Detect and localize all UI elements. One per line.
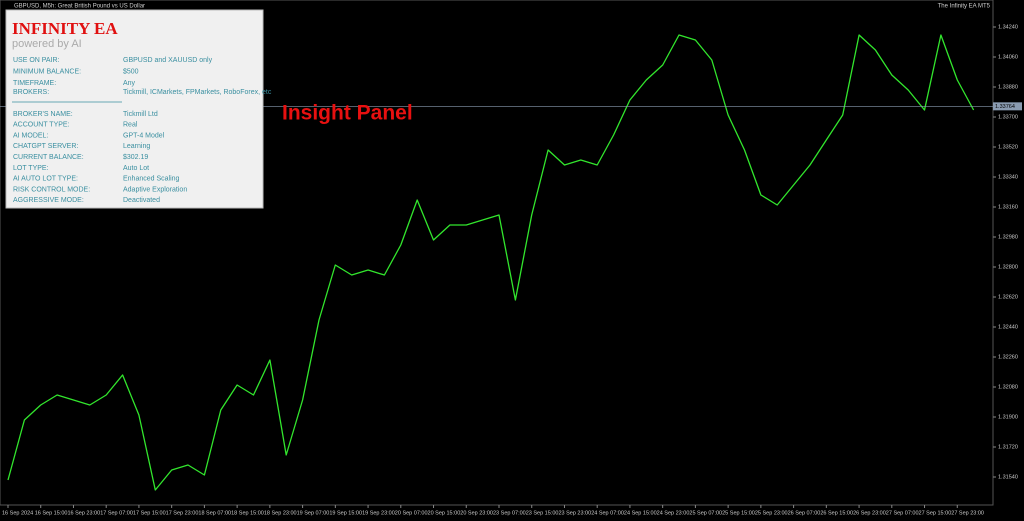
setting-label: USE ON PAIR: [13, 57, 60, 64]
setting-value: Any [123, 80, 136, 87]
x-tick-label: 27 Sep 07:00 [886, 510, 919, 516]
x-tick-label: 25 Sep 15:00 [722, 510, 755, 516]
y-tick-label: 1.31540 [998, 474, 1018, 480]
x-tick-label: 20 Sep 07:00 [395, 510, 428, 516]
x-tick-label: 27 Sep 23:00 [951, 510, 984, 516]
current-price-box [993, 102, 1022, 111]
x-tick-label: 19 Sep 23:00 [362, 510, 395, 516]
ea-name: The Infinity EA MT5 [938, 4, 991, 10]
y-tick-label: 1.32080 [998, 384, 1018, 390]
x-tick-label: 24 Sep 23:00 [657, 510, 690, 516]
x-tick-label: 24 Sep 15:00 [624, 510, 657, 516]
account-label: CURRENT BALANCE: [13, 154, 84, 161]
x-tick-label: 19 Sep 15:00 [329, 510, 362, 516]
current-price-label: 1.33764 [995, 104, 1015, 110]
plot: 1.31540 1.31720 1.31900 1.32080 1.32260 1.324… [0, 24, 1022, 516]
y-tick-label: 1.31900 [998, 414, 1018, 420]
account-label: CHATGPT SERVER: [13, 143, 78, 150]
x-tick-label: 16 Sep 2024 [2, 510, 33, 516]
x-tick-label: 16 Sep 15:00 [35, 510, 68, 516]
x-tick-label: 23 Sep 15:00 [526, 510, 559, 516]
x-tick-label: 18 Sep 15:00 [231, 510, 264, 516]
y-tick-label: 1.33160 [998, 204, 1018, 210]
setting-label: MINIMUM BALANCE: [13, 68, 81, 75]
y-tick-label: 1.34060 [998, 54, 1018, 60]
y-tick-label: 1.33880 [998, 84, 1018, 90]
y-tick-label: 1.33520 [998, 144, 1018, 150]
annotation: Insight Panel [282, 102, 413, 125]
x-tick-label: 23 Sep 23:00 [558, 510, 591, 516]
x-tick-label: 19 Sep 07:00 [297, 510, 330, 516]
setting-value: $500 [123, 68, 139, 75]
y-tick-label: 1.32440 [998, 324, 1018, 330]
x-tick-label: 26 Sep 15:00 [820, 510, 853, 516]
account-value: GPT-4 Model [123, 132, 165, 139]
x-tick-label: 26 Sep 07:00 [788, 510, 821, 516]
setting-label: TIMEFRAME: [13, 80, 56, 87]
y-tick-label: 1.33700 [998, 114, 1018, 120]
x-tick-label: 25 Sep 23:00 [755, 510, 788, 516]
account-label: AGGRESSIVE MODE: [13, 197, 84, 204]
plot-frame [0, 0, 994, 506]
insight-panel [5, 9, 264, 209]
account-value: $302.19 [123, 154, 148, 161]
x-tick-label: 17 Sep 07:00 [100, 510, 133, 516]
account-label: ACCOUNT TYPE: [13, 122, 70, 129]
y-tick-label: 1.32260 [998, 354, 1018, 360]
account-label: LOT TYPE: [13, 165, 49, 172]
panel-rows: USE ON PAIR: GBPUSD and XAUUSD only MINIMU… [13, 57, 272, 204]
account-value: Real [123, 122, 138, 129]
account-label: AI MODEL: [13, 132, 48, 139]
setting-value: GBPUSD and XAUUSD only [123, 57, 213, 64]
account-value: Learning [123, 143, 150, 150]
x-tick-label: 17 Sep 15:00 [133, 510, 166, 516]
x-tick-label: 20 Sep 23:00 [460, 510, 493, 516]
price-line [7, 34, 975, 491]
x-tick-label: 27 Sep 15:00 [919, 510, 952, 516]
account-value: Auto Lot [123, 165, 149, 172]
panel-subtitle: powered by AI [12, 38, 82, 50]
x-tick-label: 26 Sep 23:00 [853, 510, 886, 516]
x-tick-label: 23 Sep 07:00 [493, 510, 526, 516]
window-title: GBPUSD, M5h: Great British Pound vs US D… [14, 4, 145, 10]
y-tick-label: 1.32980 [998, 234, 1018, 240]
account-value: Deactivated [123, 197, 160, 204]
account-label: AI AUTO LOT TYPE: [13, 176, 78, 183]
x-tick-label: 18 Sep 07:00 [198, 510, 231, 516]
y-tick-label: 1.34240 [998, 24, 1018, 30]
setting-value: Tickmill, ICMarkets, FPMarkets, RoboFore… [123, 89, 272, 96]
x-tick-label: 17 Sep 23:00 [166, 510, 199, 516]
account-label: RISK CONTROL MODE: [13, 186, 90, 193]
setting-label: BROKERS: [13, 89, 49, 96]
x-tick-label: 24 Sep 07:00 [591, 510, 624, 516]
x-tick-label: 18 Sep 23:00 [264, 510, 297, 516]
x-tick-label: 16 Sep 23:00 [67, 510, 100, 516]
x-tick-label: 20 Sep 15:00 [428, 510, 461, 516]
account-value: Tickmill Ltd [123, 111, 158, 118]
y-tick-label: 1.33340 [998, 174, 1018, 180]
account-value: Enhanced Scaling [123, 176, 180, 183]
y-tick-label: 1.32620 [998, 294, 1018, 300]
x-tick-label: 25 Sep 07:00 [689, 510, 722, 516]
y-tick-label: 1.31720 [998, 444, 1018, 450]
panel-title: INFINITY EA [12, 19, 118, 38]
account-label: BROKER'S NAME: [13, 111, 73, 118]
y-tick-label: 1.32800 [998, 264, 1018, 270]
account-value: Adaptive Exploration [123, 186, 187, 193]
